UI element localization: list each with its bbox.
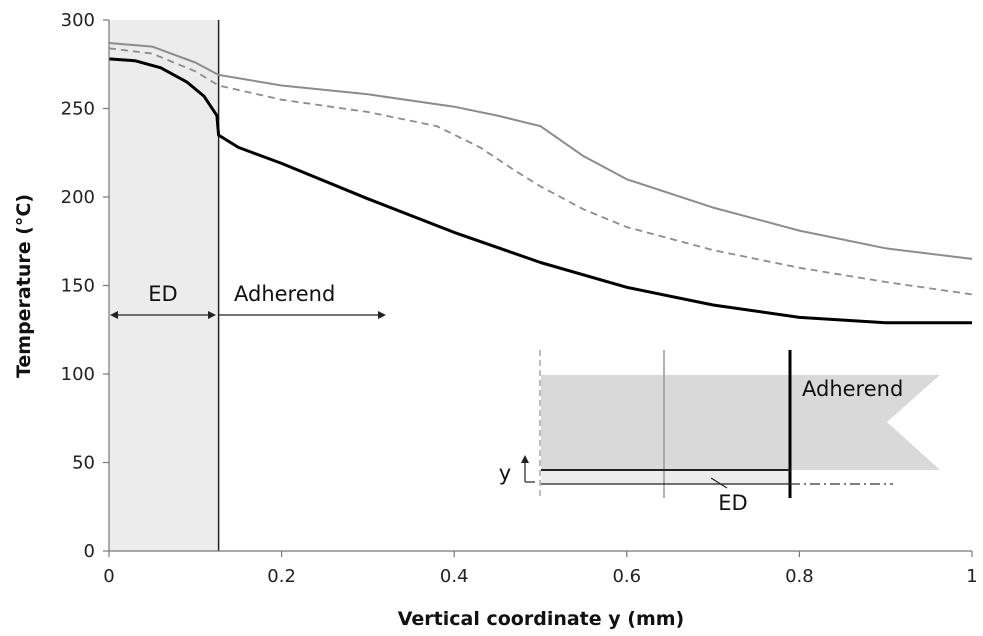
ed-span-arrow: [110, 311, 216, 319]
series-line-dashed-gray: [108, 47, 973, 296]
inset-y-label: y: [499, 461, 511, 485]
x-tick-label: 0.6: [612, 566, 641, 587]
inset-ed-leader: [710, 477, 728, 489]
inset-ed-layer: [541, 470, 790, 484]
ed-region-band: [109, 20, 219, 551]
series-line-solid-gray: [108, 42, 973, 260]
x-tick-label: 0.8: [785, 566, 814, 587]
y-tick-label: 50: [72, 453, 95, 474]
series-line-solid-black: [108, 57, 972, 325]
y-tick-label: 150: [61, 276, 95, 297]
y-tick-label: 100: [61, 364, 95, 385]
y-tick-label: 300: [61, 10, 95, 31]
series-layer: [108, 42, 973, 325]
y-axis-title: Temperature (°C): [13, 194, 35, 378]
x-tick-label: 1: [966, 566, 977, 587]
inset-ed-label: ED: [718, 491, 747, 515]
x-tick-label: 0.4: [440, 566, 469, 587]
inset-y-arrowhead: [521, 455, 529, 463]
ed-region-label: ED: [148, 282, 177, 306]
y-tick-label: 250: [61, 99, 95, 120]
tick-layer: 0 0.2 0.4 0.6 0.8 1 0 50 100 150 200 250 300: [61, 10, 978, 587]
x-axis-title: Vertical coordinate y (mm): [398, 608, 684, 630]
inset-schematic: y ED Adherend: [499, 350, 940, 515]
adherend-span-arrow: [219, 311, 386, 319]
adherend-region-label: Adherend: [234, 282, 335, 306]
inset-adherend-shape: [541, 375, 940, 470]
x-tick-label: 0.2: [267, 566, 296, 587]
y-tick-label: 200: [61, 187, 95, 208]
inset-adherend-label: Adherend: [802, 377, 903, 401]
y-tick-label: 0: [84, 541, 95, 562]
x-tick-label: 0: [103, 566, 114, 587]
